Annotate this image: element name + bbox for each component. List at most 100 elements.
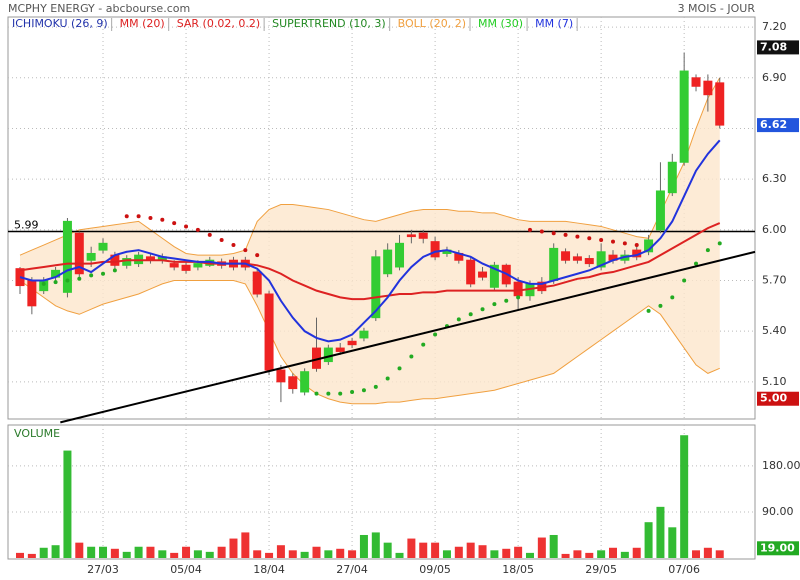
volume-bar	[407, 538, 416, 558]
sar-dot	[705, 248, 710, 253]
volume-bar	[39, 547, 48, 558]
price-badge-label: 6.62	[760, 118, 787, 131]
x-tick-label: 27/03	[87, 563, 119, 576]
volume-bar	[502, 548, 511, 558]
sar-dot	[255, 253, 260, 258]
volume-bar	[715, 550, 724, 558]
volume-bar	[300, 551, 309, 558]
moving-average	[19, 222, 721, 301]
volume-bar	[656, 506, 665, 558]
moving-average	[19, 139, 721, 343]
volume-bar	[146, 546, 155, 558]
volume-bar	[87, 546, 96, 558]
volume-bar	[359, 534, 368, 558]
candle-body	[276, 369, 286, 383]
volume-bar	[383, 542, 392, 558]
sar-dot	[563, 232, 568, 237]
sar-dot	[492, 302, 497, 307]
volume-bar	[573, 550, 582, 558]
volume-bar	[324, 550, 333, 558]
y-tick-label: 5.70	[762, 273, 787, 286]
sar-dot	[207, 232, 212, 237]
volume-bar	[99, 546, 108, 558]
x-tick-label: 18/05	[502, 563, 534, 576]
sar-dot	[480, 307, 485, 312]
volume-bar	[193, 550, 202, 558]
volume-bar	[668, 527, 677, 558]
sar-dot	[634, 243, 639, 248]
candle-body	[27, 279, 37, 307]
candle-body	[561, 251, 571, 261]
sar-dot	[468, 312, 473, 317]
volume-bar	[609, 547, 617, 558]
sar-dot	[575, 234, 580, 239]
sar-dot	[670, 295, 675, 300]
sar-dot	[433, 332, 438, 337]
sar-dot	[622, 241, 627, 246]
candle-body	[181, 264, 191, 271]
legend-entry: SUPERTREND (10, 3)	[272, 17, 386, 30]
sar-dot	[172, 221, 177, 226]
sar-dot	[717, 241, 722, 246]
volume-bar	[597, 550, 606, 558]
volume-bar	[514, 546, 523, 558]
candle-body	[359, 330, 369, 339]
volume-bar	[51, 545, 60, 558]
volume-bar	[288, 550, 297, 558]
candle-body	[430, 241, 440, 258]
volume-bar	[549, 534, 558, 558]
sar-dot	[184, 224, 189, 229]
volume-bar	[241, 532, 250, 558]
candle-body	[323, 347, 333, 363]
candle-body	[596, 251, 606, 268]
sar-dot	[326, 391, 331, 396]
candle-body	[703, 80, 713, 96]
candle-body	[572, 256, 582, 261]
candle-body	[489, 264, 499, 288]
sar-dot	[243, 248, 248, 253]
sar-dot	[646, 308, 651, 313]
sar-dot	[41, 281, 46, 286]
sar-dot	[89, 273, 94, 278]
sar-dot	[350, 389, 355, 394]
candle-body	[371, 256, 381, 319]
sar-dot	[421, 342, 426, 347]
candle-body	[252, 271, 262, 295]
price-badge-label: 7.08	[760, 40, 787, 53]
candle-body	[74, 232, 84, 275]
sar-dot	[397, 366, 402, 371]
volume-bar	[585, 552, 594, 558]
candle-body	[335, 347, 345, 352]
sar-dot	[516, 295, 521, 300]
y-tick-label: 6.30	[762, 172, 787, 185]
legend-entry: MM (7)	[535, 17, 573, 30]
sar-dot	[385, 376, 390, 381]
volume-bar	[395, 552, 404, 558]
volume-bar	[419, 542, 428, 558]
sar-dot	[456, 317, 461, 322]
x-tick-label: 05/04	[170, 563, 202, 576]
candle-body	[691, 77, 701, 87]
volume-bar	[217, 546, 226, 558]
volume-bar	[454, 546, 463, 558]
volume-bar	[16, 552, 24, 558]
volume-bar	[205, 551, 214, 558]
volume-panel	[7, 424, 756, 560]
sar-dot	[539, 229, 544, 234]
candle-body	[655, 190, 665, 231]
candle-body	[395, 242, 405, 268]
volume-bar	[312, 546, 321, 558]
price-badge	[757, 40, 799, 55]
chart-subtitle: 3 MOIS - JOUR	[678, 2, 756, 15]
sar-dot	[551, 231, 556, 236]
candle-body	[193, 263, 203, 268]
sar-dot	[136, 214, 141, 219]
sar-dot	[231, 243, 236, 248]
volume-bar	[478, 545, 487, 558]
sar-dot	[112, 268, 117, 273]
sar-dot	[53, 280, 58, 285]
volume-bar	[537, 537, 546, 558]
sar-dot	[527, 227, 532, 232]
sar-dot	[101, 271, 106, 276]
